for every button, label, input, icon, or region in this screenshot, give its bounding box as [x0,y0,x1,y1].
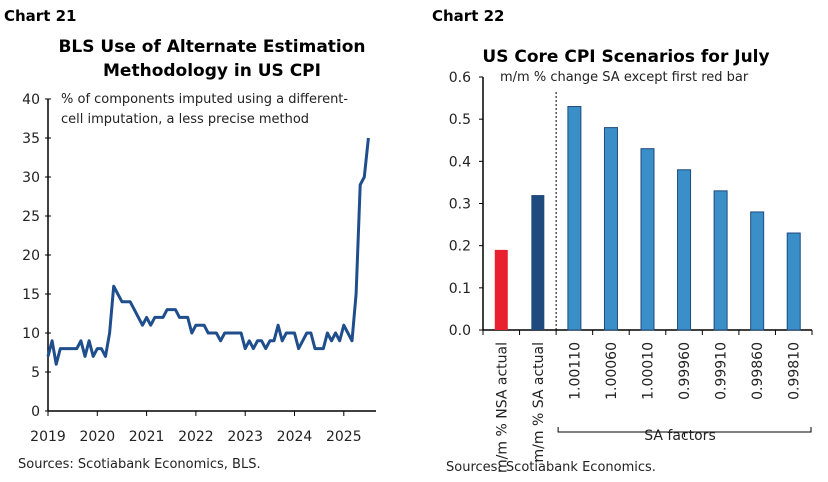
y-tick-label: 0.4 [449,154,471,170]
chart22-plot: 0.0 0.1 0.2 0.3 0.4 0.5 0.6 m/m % NSA actual m/m… [449,70,813,473]
x-tick-label: 1.00060 [604,342,620,400]
x-tick-label: 0.99910 [714,342,730,400]
chart21-label: Chart 21 [4,7,76,25]
x-tick-label: 2022 [178,429,214,445]
bar [603,127,618,331]
bar [713,190,728,331]
bar [786,232,801,331]
bar [531,195,545,330]
y-tick-label: 15 [22,287,40,303]
bar [494,249,508,330]
chart21-title-line1: BLS Use of Alternate Estimation [58,37,365,57]
group-bracket [557,427,812,437]
bar [750,211,765,331]
y-tick-label: 0.3 [449,197,471,213]
chart21-title-line2: Methodology in US CPI [103,61,321,81]
series-line [46,137,370,366]
x-tick-label: 2024 [277,429,313,445]
y-tick-label: 0.1 [449,281,471,297]
y-tick-label: 20 [22,248,40,264]
x-tick-label: 2023 [227,429,263,445]
x-tick-label: 0.99960 [677,342,693,400]
x-tick-label: 2020 [79,429,115,445]
bar [567,106,582,331]
chart21-source: Sources: Scotiabank Economics, BLS. [18,457,261,472]
chart22-subtitle: m/m % change SA except first red bar [500,70,749,85]
y-tick-label: 35 [22,131,40,147]
chart21-subtitle-line2: cell imputation, a less precise method [61,112,309,127]
chart21-subtitle-line1: % of components imputed using a differen… [61,92,348,107]
x-tick-label: 0.99810 [787,342,803,400]
y-tick-label: 10 [22,326,40,342]
y-tick-label: 5 [31,365,40,381]
y-tick-label: 30 [22,170,40,186]
group-label-sa-factors: SA factors [644,428,715,444]
x-tick-label: m/m % SA actual [531,342,547,462]
x-tick-label: 1.00010 [641,342,657,400]
x-tick-label: 0.99860 [750,342,766,400]
x-tick-label: m/m % NSA actual [494,342,510,473]
y-tick-label: 0.2 [449,239,471,255]
bar [640,148,655,331]
x-tick-label: 2025 [326,429,362,445]
y-tick-label: 0.5 [449,112,471,128]
bar [677,169,692,331]
chart22-label: Chart 22 [432,7,504,25]
y-tick-label: 0 [31,404,40,420]
x-tick-label: 2019 [30,429,66,445]
y-tick-label: 25 [22,209,40,225]
x-tick-label: 1.00110 [567,342,583,400]
x-tick-label: 2021 [129,429,165,445]
y-tick-label: 0.6 [449,70,471,86]
chart22-title: US Core CPI Scenarios for July [482,47,769,67]
chart22-source: Sources: Scotiabank Economics. [446,460,656,475]
y-tick-label: 40 [22,92,40,108]
y-tick-label: 0.0 [449,323,471,339]
